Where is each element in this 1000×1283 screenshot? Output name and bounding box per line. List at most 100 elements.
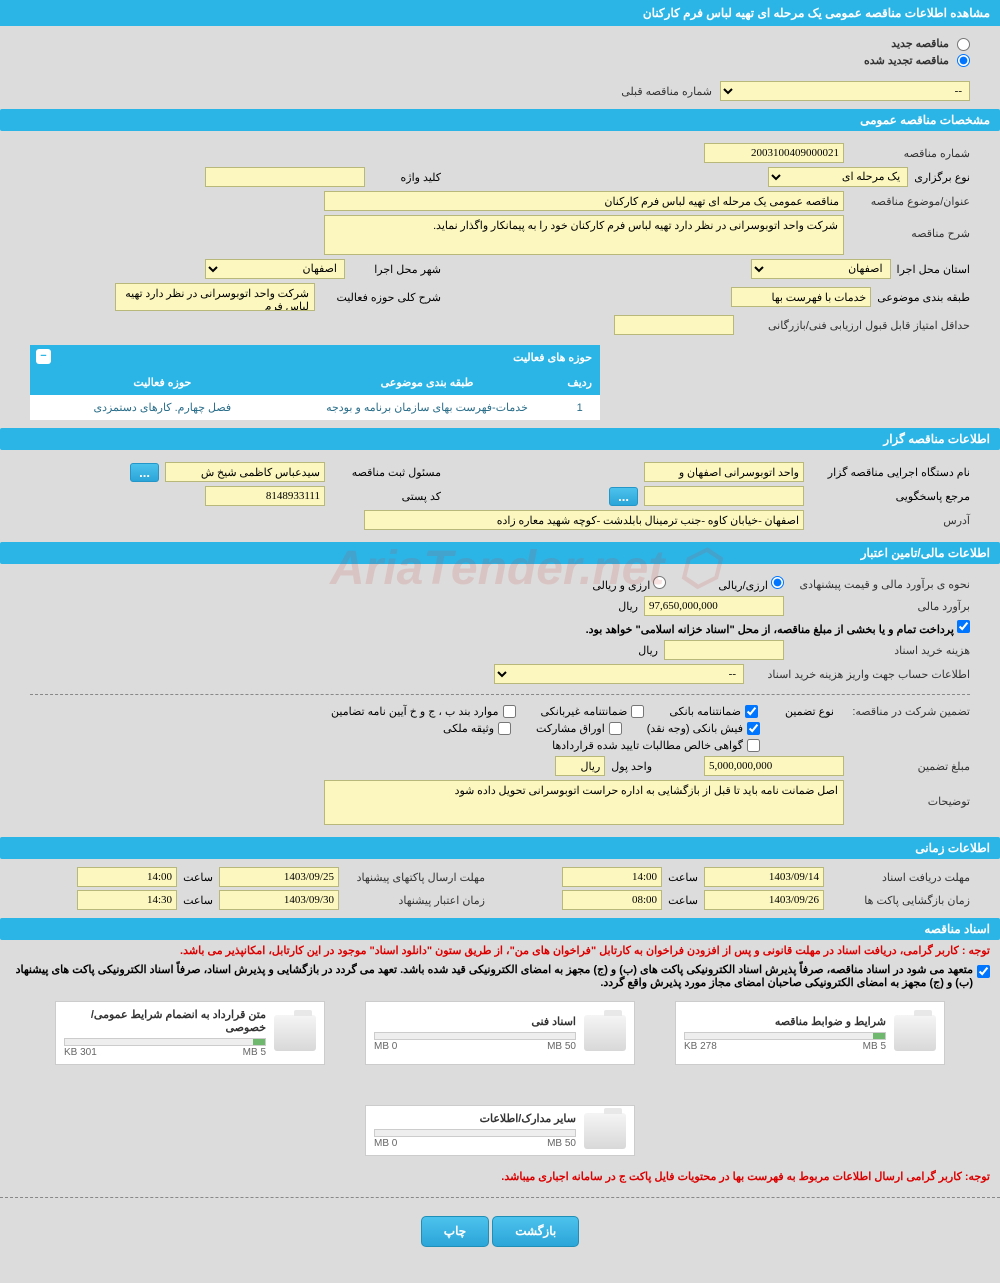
radio-both[interactable]: ارزی و ریالی	[592, 576, 666, 592]
province-select[interactable]: اصفهان	[751, 259, 891, 279]
responder-label: مرجع پاسخگویی	[810, 490, 970, 503]
gt-cash-checkbox[interactable]: فیش بانکی (وجه نقد)	[647, 722, 760, 735]
guarantee-amt-label: مبلغ تضمین	[850, 760, 970, 773]
col-row: ردیف	[559, 370, 600, 395]
min-score-field[interactable]	[614, 315, 734, 335]
doc-card[interactable]: اسناد فنی 50 MB0 MB	[365, 1001, 635, 1065]
account-label: اطلاعات حساب جهت واریز هزینه خرید اسناد	[750, 668, 970, 681]
folder-icon	[274, 1015, 316, 1051]
radio-renewed-tender[interactable]: مناقصه تجدید شده	[30, 54, 970, 68]
folder-icon	[894, 1015, 936, 1051]
section-financial: اطلاعات مالی/تامین اعتبار	[0, 542, 1000, 564]
notes-field: اصل ضمانت نامه باید تا قبل از بازگشایی ب…	[324, 780, 844, 825]
city-label: شهر محل اجرا	[351, 263, 441, 276]
section-documents: اسناد مناقصه	[0, 918, 1000, 940]
desc-field: شرکت واحد اتوبوسرانی در نظر دارد تهیه لب…	[324, 215, 844, 255]
guarantee-type-label: نوع تضمین	[764, 705, 834, 718]
receive-docs-date	[704, 867, 824, 887]
registrar-field	[165, 462, 325, 482]
doc-cost-field[interactable]	[664, 640, 784, 660]
address-label: آدرس	[810, 514, 970, 527]
gt-bonds-checkbox[interactable]: اوراق مشارکت	[536, 722, 622, 735]
subject-label: عنوان/موضوع مناقصه	[850, 195, 970, 208]
separator	[30, 694, 970, 695]
section-timing: اطلاعات زمانی	[0, 837, 1000, 859]
tender-no-label: شماره مناقصه	[850, 147, 970, 160]
gt-property-checkbox[interactable]: وثیقه ملکی	[443, 722, 511, 735]
gt-bank-checkbox[interactable]: ضمانتنامه بانکی	[669, 705, 758, 718]
category-field	[731, 287, 871, 307]
est-method-label: نحوه ی برآورد مالی و قیمت پیشنهادی	[790, 578, 970, 591]
gt-band-checkbox[interactable]: موارد بند ب ، ج و خ آیین نامه تضامین	[331, 705, 515, 718]
min-score-label: حداقل امتیاز قابل قبول ارزیابی فنی/بازرگ…	[740, 319, 970, 332]
docs-note-1: توجه : کاربر گرامی، دریافت اسناد در مهلت…	[0, 940, 1000, 961]
doc-card[interactable]: متن قرارداد به انضمام شرایط عمومی/خصوصی …	[55, 1001, 325, 1065]
prev-tender-label: شماره مناقصه قبلی	[621, 85, 712, 98]
notes-label: توضیحات	[850, 780, 970, 808]
postal-field	[205, 486, 325, 506]
province-label: استان محل اجرا	[897, 263, 970, 276]
collapse-icon[interactable]: −	[36, 349, 51, 364]
org-label: نام دستگاه اجرایی مناقصه گزار	[810, 466, 970, 479]
tender-no-field	[704, 143, 844, 163]
city-select[interactable]: اصفهان	[205, 259, 345, 279]
doc-cost-label: هزینه خرید اسناد	[790, 644, 970, 657]
open-label: زمان بازگشایی پاکت ها	[830, 894, 970, 907]
send-label: مهلت ارسال پاکتهای پیشنهاد	[345, 871, 485, 884]
commitment-checkbox[interactable]	[977, 965, 990, 978]
desc-label: شرح مناقصه	[850, 215, 970, 240]
open-time	[562, 890, 662, 910]
doc-card[interactable]: شرایط و ضوابط مناقصه 5 MB278 KB	[675, 1001, 945, 1065]
event-type-label: نوع برگزاری	[914, 171, 970, 184]
receive-docs-label: مهلت دریافت اسناد	[830, 871, 970, 884]
radio-new-tender[interactable]: مناقصه جدید	[30, 37, 970, 51]
responder-more-button[interactable]: ...	[609, 487, 638, 506]
validity-date	[219, 890, 339, 910]
section-general: مشخصات مناقصه عمومی	[0, 109, 1000, 131]
send-time	[77, 867, 177, 887]
docs-note-2: متعهد می شود در اسناد مناقصه، صرفاً پذیر…	[10, 963, 973, 989]
keyword-label: کلید واژه	[371, 171, 441, 184]
currency-label: ریال	[618, 600, 638, 613]
address-field	[364, 510, 804, 530]
keyword-field[interactable]	[205, 167, 365, 187]
postal-label: کد پستی	[331, 490, 441, 503]
registrar-label: مسئول ثبت مناقصه	[331, 466, 441, 479]
send-date	[219, 867, 339, 887]
separator	[0, 1197, 1000, 1198]
gt-nonbank-checkbox[interactable]: ضمانتنامه غیربانکی	[541, 705, 645, 718]
org-field	[644, 462, 804, 482]
col-activity: حوزه فعالیت	[30, 370, 295, 395]
event-type-select[interactable]: یک مرحله ای	[768, 167, 908, 187]
print-button[interactable]: چاپ	[421, 1216, 489, 1247]
treasury-checkbox[interactable]: پرداخت تمام و یا بخشی از مبلغ مناقصه، از…	[586, 620, 970, 636]
activity-table-title: حوزه های فعالیت	[513, 352, 592, 364]
subject-field	[324, 191, 844, 211]
tender-type-radios: مناقصه جدید مناقصه تجدید شده	[0, 26, 1000, 78]
validity-label: زمان اعتبار پیشنهاد	[345, 894, 485, 907]
guarantee-intro: تضمین شرکت در مناقصه:	[840, 705, 970, 718]
radio-riyal[interactable]: ارزی/ریالی	[718, 576, 784, 592]
guarantee-amt-field	[704, 756, 844, 776]
account-select[interactable]: --	[494, 664, 744, 684]
currency-unit-label: واحد پول	[611, 760, 652, 773]
gt-cert-checkbox[interactable]: گواهی خالص مطالبات تایید شده قراردادها	[552, 739, 760, 752]
receive-docs-time	[562, 867, 662, 887]
prev-tender-select[interactable]: --	[720, 81, 970, 101]
doc-card[interactable]: سایر مدارک/اطلاعات 50 MB0 MB	[365, 1105, 635, 1156]
back-button[interactable]: بازگشت	[492, 1216, 579, 1247]
currency-label-2: ریال	[638, 644, 658, 657]
activity-table: حوزه های فعالیت − ردیف طبقه بندی موضوعی …	[30, 345, 600, 420]
folder-icon	[584, 1015, 626, 1051]
category-label: طبقه بندی موضوعی	[877, 291, 970, 304]
currency-unit-field	[555, 756, 605, 776]
activity-desc-label: شرح کلی حوزه فعالیت	[321, 291, 441, 304]
validity-time	[77, 890, 177, 910]
table-row: 1 خدمات-فهرست بهای سازمان برنامه و بودجه…	[30, 395, 600, 420]
responder-field[interactable]	[644, 486, 804, 506]
open-date	[704, 890, 824, 910]
registrar-more-button[interactable]: ...	[130, 463, 159, 482]
page-title: مشاهده اطلاعات مناقصه عمومی یک مرحله ای …	[0, 0, 1000, 26]
section-organizer: اطلاعات مناقصه گزار	[0, 428, 1000, 450]
activity-desc-field: شرکت واحد اتوبوسرانی در نظر دارد تهیه لب…	[115, 283, 315, 311]
